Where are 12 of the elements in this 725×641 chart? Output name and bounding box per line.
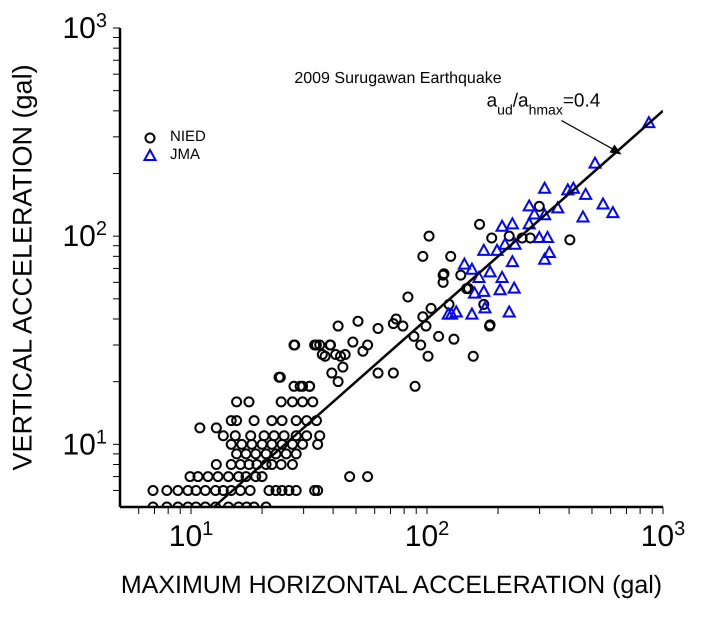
y-tick-label: 10$^{1}$	[62, 426, 107, 462]
legend-label: JMA	[170, 146, 200, 164]
legend-label: NIED	[170, 128, 206, 146]
y-axis-title: VERTICAL ACCELERATION (gal)	[8, 64, 38, 471]
annotation: a$_{ud}$/a$_{hmax}$=0.4	[486, 90, 601, 118]
y-tick-label: 10$^{3}$	[62, 10, 107, 45]
x-tick-label: 10$^{3}$	[640, 518, 686, 553]
x-axis-title: MAXIMUM HORIZONTAL ACCELERATION (gal)	[120, 571, 662, 599]
x-tick-label: 10$^{2}$	[404, 518, 450, 553]
x-tick-label: 10$^{1}$	[168, 518, 214, 553]
text: 2009 Surugawan Earthquake	[294, 70, 502, 87]
y-tick-label: 10$^{2}$	[62, 218, 107, 254]
